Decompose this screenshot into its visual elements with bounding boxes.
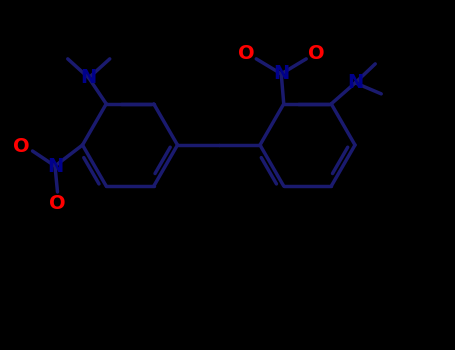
Text: N: N bbox=[347, 74, 364, 92]
Text: O: O bbox=[238, 44, 254, 63]
Text: O: O bbox=[13, 136, 30, 155]
Text: O: O bbox=[308, 44, 324, 63]
Text: N: N bbox=[273, 64, 289, 83]
Text: N: N bbox=[81, 68, 97, 88]
Text: O: O bbox=[49, 194, 66, 212]
Text: N: N bbox=[47, 156, 63, 175]
